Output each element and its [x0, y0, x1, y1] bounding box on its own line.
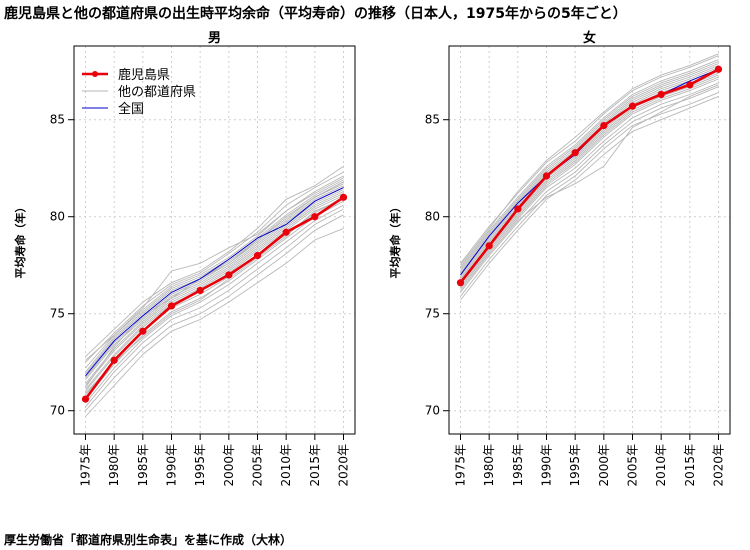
series-line-kagoshima [459, 68, 720, 284]
series-line-national [85, 187, 344, 377]
series-line-other-prefecture [460, 92, 719, 297]
series-line-other-prefecture [460, 72, 719, 281]
series-line-kagoshima [84, 196, 345, 400]
data-point-kagoshima [339, 193, 348, 201]
data-point-kagoshima [542, 172, 551, 180]
data-point-kagoshima [196, 286, 204, 295]
series-line-other-prefecture [85, 187, 344, 380]
x-tick-label: 2015年 [308, 444, 322, 487]
x-tick-label: 2010年 [654, 444, 668, 487]
data-point-kagoshima [571, 149, 579, 157]
series-line-other-prefecture [85, 208, 344, 408]
y-axis-label: 平均寿命（年） [13, 202, 27, 279]
series-line-other-prefecture [85, 175, 344, 369]
data-point-kagoshima [485, 242, 493, 250]
series-line-other-prefecture [460, 95, 719, 301]
data-point-kagoshima [225, 271, 233, 279]
series-line-other-prefecture [85, 204, 344, 404]
series-line-other-prefecture [460, 68, 719, 278]
series-line-other-prefecture [85, 200, 344, 400]
series-line-other-prefecture [460, 76, 719, 285]
y-tick-label: 75 [50, 307, 65, 321]
chart-panel-1: 男 1975年 1980年 1985年 1990年 1995年 2000年 2005年 2010… [13, 31, 356, 487]
series-line-other-prefecture [85, 177, 344, 361]
x-tick-label: 2005年 [251, 444, 265, 487]
x-tick-label: 1980年 [482, 444, 496, 487]
plot-frame [448, 45, 731, 435]
data-point-kagoshima [282, 228, 290, 236]
chart-title: 鹿児島県と他の都道府県の出生時平均余命（平均寿命）の推移（日本人，1975年から… [4, 6, 627, 22]
source-note: 厚生労働省「都道府県別生命表」を基に作成（大林） [4, 533, 293, 547]
y-tick-label: 85 [425, 113, 440, 127]
x-tick-label: 1975年 [79, 444, 93, 487]
series-line-other-prefecture [460, 78, 719, 287]
series-line-other-prefecture [85, 183, 344, 388]
x-tick-label: 1980年 [107, 444, 121, 487]
series-line-other-prefecture [85, 171, 344, 363]
y-tick-label: 80 [425, 210, 440, 224]
y-tick-label: 70 [50, 404, 65, 418]
y-tick-label: 80 [50, 210, 65, 224]
legend-label: 他の都道府県 [118, 85, 196, 100]
data-point-kagoshima [253, 251, 262, 260]
x-tick-label: 2005年 [626, 444, 640, 487]
x-tick-label: 2000年 [597, 444, 611, 487]
y-tick-label: 85 [50, 113, 65, 127]
data-point-kagoshima [714, 65, 723, 73]
x-tick-label: 1975年 [454, 444, 468, 487]
series-line-other-prefecture [460, 86, 719, 293]
series-line-other-prefecture [460, 59, 719, 268]
x-tick-label: 2020年 [337, 444, 351, 487]
data-point-kagoshima [686, 81, 694, 89]
series-line-other-prefecture [460, 63, 719, 272]
series-line-other-prefecture [85, 165, 344, 357]
x-tick-label: 2010年 [279, 444, 293, 487]
panel-title: 男 [208, 31, 221, 46]
series-line-other-prefecture [460, 84, 719, 291]
data-point-kagoshima [628, 102, 637, 110]
x-tick-label: 1990年 [165, 444, 179, 487]
data-point-kagoshima [167, 302, 176, 310]
data-point-kagoshima [110, 356, 118, 364]
legend-label: 全国 [118, 101, 144, 117]
x-tick-label: 2015年 [683, 444, 697, 487]
series-line-other-prefecture [85, 192, 344, 390]
x-tick-label: 1995年 [568, 444, 582, 487]
x-tick-label: 1990年 [540, 444, 554, 487]
x-tick-label: 2000年 [222, 444, 236, 487]
series-line-other-prefecture [85, 185, 344, 378]
legend-swatch-point [92, 71, 98, 77]
series-line-other-prefecture [85, 181, 344, 375]
data-point-kagoshima [81, 395, 90, 403]
panel-title: 女 [583, 30, 596, 46]
series-line-other-prefecture [460, 61, 719, 270]
series-line-other-prefecture [85, 191, 344, 386]
data-point-kagoshima [657, 90, 665, 99]
data-point-kagoshima [600, 121, 608, 130]
x-tick-label: 1995年 [193, 444, 207, 487]
plot-frame [73, 45, 356, 435]
x-tick-label: 2020年 [712, 444, 726, 487]
series-line-other-prefecture [85, 196, 344, 396]
y-axis-label: 平均寿命（年） [388, 202, 402, 279]
data-point-kagoshima [311, 213, 319, 221]
series-line-other-prefecture [460, 53, 719, 266]
legend-label: 鹿児島県 [118, 67, 170, 83]
x-tick-label: 1985年 [511, 444, 525, 487]
y-tick-label: 70 [425, 404, 440, 418]
series-line-other-prefecture [85, 189, 344, 384]
data-point-kagoshima [139, 327, 147, 335]
y-tick-label: 75 [425, 307, 440, 321]
series-line-other-prefecture [85, 179, 344, 373]
data-point-kagoshima [456, 279, 465, 287]
series-line-other-prefecture [85, 214, 344, 411]
series-line-other-prefecture [85, 227, 344, 417]
chart-panel-2: 女 1975年 1980年 1985年 1990年 1995年 2000年 2005年 2010… [388, 30, 731, 487]
series-line-other-prefecture [460, 82, 719, 289]
x-tick-label: 1985年 [136, 444, 150, 487]
data-point-kagoshima [514, 205, 522, 213]
